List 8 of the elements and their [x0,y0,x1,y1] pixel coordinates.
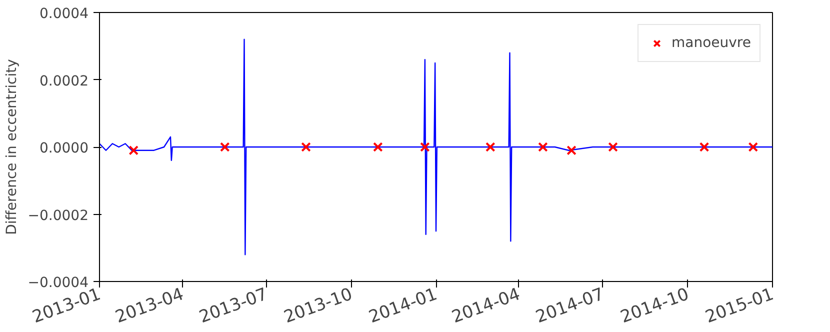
legend-label: manoeuvre [672,35,751,51]
y-axis-title: Difference in eccentricity [4,59,20,235]
y-tick-label: 0.0004 [40,6,89,22]
y-tick-label: −0.0002 [28,208,88,224]
y-tick-label: 0.0000 [40,140,89,156]
y-tick-label: 0.0002 [40,73,89,90]
y-tick-label: −0.0004 [28,275,89,291]
line-series [100,38,772,256]
